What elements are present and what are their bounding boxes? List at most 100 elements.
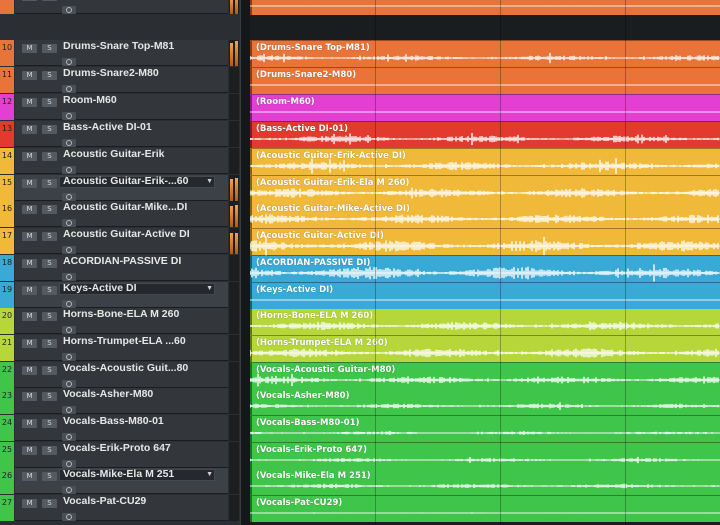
mute-button[interactable]: M: [22, 179, 37, 188]
track-header[interactable]: 9MSDrums-Snare Botto...80: [0, 0, 240, 15]
audio-event[interactable]: (Room-M60): [250, 94, 720, 121]
audio-event[interactable]: (Vocals-Acoustic Guitar-M80): [250, 362, 720, 389]
audio-event[interactable]: (Acoustic Guitar-Erik-Ela M 260): [250, 175, 720, 202]
track-header[interactable]: 20 M S Horns-Bone-ELA M 260: [0, 308, 240, 335]
solo-button[interactable]: S: [42, 339, 57, 348]
mute-button[interactable]: M: [22, 0, 37, 1]
solo-button[interactable]: S: [42, 472, 57, 481]
audio-event[interactable]: (Vocals-Asher-M80): [250, 388, 720, 415]
mute-button[interactable]: M: [22, 312, 37, 321]
track-header[interactable]: 18 M S ACORDIAN-PASSIVE DI: [0, 255, 240, 282]
audio-event[interactable]: (Vocals-Mike-Ela M 251): [250, 468, 720, 495]
solo-button[interactable]: S: [42, 125, 57, 134]
solo-button[interactable]: S: [42, 366, 57, 375]
track-header-body[interactable]: M S ▼ Acoustic Guitar-Erik-...60: [15, 175, 228, 201]
audio-event[interactable]: (Bass-Active DI-01): [250, 121, 720, 148]
mute-button[interactable]: M: [22, 339, 37, 348]
lanes-toggle-icon[interactable]: [62, 486, 76, 494]
track-header[interactable]: 21 M S Horns-Trumpet-ELA ...60: [0, 335, 240, 362]
lanes-toggle-icon[interactable]: [62, 6, 76, 14]
audio-event[interactable]: (Horns-Trumpet-ELA M 260): [250, 335, 720, 362]
lanes-toggle-icon[interactable]: [62, 246, 76, 254]
solo-button[interactable]: S: [42, 312, 57, 321]
track-header[interactable]: 26 M S ▼ Vocals-Mike-Ela M 251: [0, 468, 240, 495]
mute-button[interactable]: M: [22, 232, 37, 241]
mute-button[interactable]: M: [22, 44, 37, 53]
mute-button[interactable]: M: [22, 125, 37, 134]
audio-event[interactable]: (Keys-Active DI): [250, 282, 720, 309]
track-header-body[interactable]: M S Drums-Snare Top-M81: [15, 40, 228, 66]
track-header-body[interactable]: M S Bass-Active DI-01: [15, 121, 228, 147]
track-header[interactable]: 13 M S Bass-Active DI-01: [0, 121, 240, 148]
mute-button[interactable]: M: [22, 499, 37, 508]
track-header-body[interactable]: M S ACORDIAN-PASSIVE DI: [15, 255, 228, 281]
mute-button[interactable]: M: [22, 392, 37, 401]
track-header-body[interactable]: M S Vocals-Asher-M80: [15, 388, 228, 414]
chevron-down-icon[interactable]: ▼: [206, 285, 213, 292]
track-header[interactable]: 17 M S Acoustic Guitar-Active DI: [0, 228, 240, 255]
mute-button[interactable]: M: [22, 286, 37, 295]
track-header[interactable]: 10 M S Drums-Snare Top-M81: [0, 40, 240, 67]
audio-event[interactable]: (ACORDIAN-PASSIVE DI): [250, 255, 720, 282]
track-header-body[interactable]: M S ▼ Keys-Active DI: [15, 282, 228, 308]
solo-button[interactable]: S: [42, 259, 57, 268]
solo-button[interactable]: S: [42, 419, 57, 428]
track-name-field[interactable]: ▼: [59, 283, 215, 295]
track-list-divider[interactable]: [240, 0, 250, 525]
lanes-toggle-icon[interactable]: [62, 166, 76, 174]
track-header-body[interactable]: M S Acoustic Guitar-Erik: [15, 148, 228, 174]
solo-button[interactable]: S: [42, 232, 57, 241]
track-name-field[interactable]: ▼: [59, 469, 215, 481]
track-header-body[interactable]: M S Acoustic Guitar-Active DI: [15, 228, 228, 254]
track-header[interactable]: 11 M S Drums-Snare2-M80: [0, 67, 240, 94]
lanes-toggle-icon[interactable]: [62, 85, 76, 93]
lanes-toggle-icon[interactable]: [62, 513, 76, 521]
audio-event[interactable]: (Acoustic Guitar-Erik-Active DI): [250, 148, 720, 175]
solo-button[interactable]: S: [42, 44, 57, 53]
lanes-toggle-icon[interactable]: [62, 406, 76, 414]
track-header[interactable]: 25 M S Vocals-Erik-Proto 647: [0, 442, 240, 469]
track-header[interactable]: 22 M S Vocals-Acoustic Guit...80: [0, 362, 240, 389]
audio-event[interactable]: (Vocals-Pat-CU29): [250, 495, 720, 522]
audio-event[interactable]: (Horns-Bone-ELA M 260): [250, 308, 720, 335]
lanes-toggle-icon[interactable]: [62, 300, 76, 308]
track-header-body[interactable]: M S Horns-Bone-ELA M 260: [15, 308, 228, 334]
solo-button[interactable]: S: [42, 0, 57, 1]
mute-button[interactable]: M: [22, 98, 37, 107]
mute-button[interactable]: M: [22, 472, 37, 481]
solo-button[interactable]: S: [42, 152, 57, 161]
lanes-toggle-icon[interactable]: [62, 380, 76, 388]
mute-button[interactable]: M: [22, 419, 37, 428]
audio-event[interactable]: (Acoustic Guitar-Active DI): [250, 228, 720, 256]
track-header-body[interactable]: M S Drums-Snare2-M80: [15, 67, 228, 93]
track-header-body[interactable]: M S Vocals-Pat-CU29: [15, 495, 228, 521]
track-header-body[interactable]: M S Room-M60: [15, 94, 228, 120]
track-header-body[interactable]: M S ▼ Vocals-Mike-Ela M 251: [15, 468, 228, 494]
track-header[interactable]: 12 M S Room-M60: [0, 94, 240, 121]
audio-event[interactable]: (Vocals-Erik-Proto 647): [250, 442, 720, 469]
lanes-toggle-icon[interactable]: [62, 460, 76, 468]
track-header[interactable]: 15 M S ▼ Acoustic Guitar-Erik-...60: [0, 175, 240, 202]
solo-button[interactable]: S: [42, 286, 57, 295]
mute-button[interactable]: M: [22, 259, 37, 268]
mute-button[interactable]: M: [22, 152, 37, 161]
lanes-toggle-icon[interactable]: [62, 433, 76, 441]
audio-event[interactable]: (Drums-Snare Top-M81): [250, 40, 720, 67]
track-header[interactable]: 23 M S Vocals-Asher-M80: [0, 388, 240, 415]
solo-button[interactable]: S: [42, 71, 57, 80]
lanes-toggle-icon[interactable]: [62, 58, 76, 66]
track-header-body[interactable]: M S Vocals-Acoustic Guit...80: [15, 362, 228, 388]
lanes-toggle-icon[interactable]: [62, 219, 76, 227]
lanes-toggle-icon[interactable]: [62, 273, 76, 281]
solo-button[interactable]: S: [42, 446, 57, 455]
mute-button[interactable]: M: [22, 366, 37, 375]
track-header-body[interactable]: M S Horns-Trumpet-ELA ...60: [15, 335, 228, 361]
mute-button[interactable]: M: [22, 205, 37, 214]
solo-button[interactable]: S: [42, 98, 57, 107]
track-header-body[interactable]: M S Vocals-Bass-M80-01: [15, 415, 228, 441]
track-header[interactable]: 19 M S ▼ Keys-Active DI: [0, 282, 240, 309]
audio-event[interactable]: (Drums-Snare2-M80): [250, 67, 720, 94]
track-header[interactable]: 16 M S Acoustic Guitar-Mike...DI: [0, 201, 240, 228]
track-header-body[interactable]: M S Acoustic Guitar-Mike...DI: [15, 201, 228, 227]
